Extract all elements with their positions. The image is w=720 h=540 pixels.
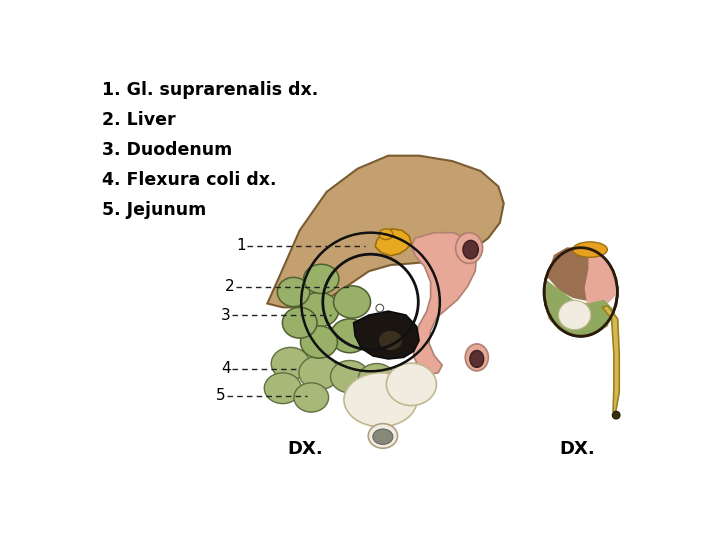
Text: DX.: DX. (559, 440, 595, 457)
Polygon shape (603, 306, 619, 414)
Text: 2. Liver: 2. Liver (102, 111, 176, 130)
Ellipse shape (330, 319, 369, 353)
Ellipse shape (264, 373, 301, 403)
Text: 5. Jejunum: 5. Jejunum (102, 201, 206, 219)
Polygon shape (544, 280, 613, 336)
Polygon shape (354, 311, 419, 359)
Text: 3. Duodenum: 3. Duodenum (102, 141, 232, 159)
Ellipse shape (304, 264, 339, 294)
Text: 5: 5 (215, 388, 225, 403)
Ellipse shape (456, 233, 482, 264)
Ellipse shape (300, 326, 338, 358)
Ellipse shape (379, 229, 393, 240)
Ellipse shape (463, 240, 478, 259)
Text: 1. Gl. suprarenalis dx.: 1. Gl. suprarenalis dx. (102, 82, 318, 99)
Ellipse shape (368, 423, 397, 448)
Ellipse shape (465, 344, 488, 371)
Ellipse shape (294, 383, 328, 412)
Polygon shape (375, 229, 411, 256)
Text: 2: 2 (225, 279, 234, 294)
Ellipse shape (373, 429, 393, 444)
Ellipse shape (559, 300, 590, 330)
Ellipse shape (359, 363, 395, 394)
Text: DX.: DX. (287, 440, 323, 457)
Text: 3: 3 (220, 308, 230, 322)
Polygon shape (267, 156, 504, 307)
Ellipse shape (379, 331, 402, 350)
Ellipse shape (282, 307, 317, 338)
Ellipse shape (344, 373, 417, 427)
Text: 4. Flexura coli dx.: 4. Flexura coli dx. (102, 171, 276, 189)
Ellipse shape (387, 363, 436, 406)
Ellipse shape (271, 347, 310, 380)
Text: 1: 1 (236, 238, 246, 253)
Ellipse shape (277, 278, 310, 307)
Text: 4: 4 (221, 361, 230, 376)
Ellipse shape (299, 292, 339, 327)
Ellipse shape (470, 350, 484, 367)
Ellipse shape (572, 242, 607, 257)
Circle shape (376, 304, 384, 312)
Ellipse shape (333, 286, 371, 318)
Polygon shape (585, 249, 616, 309)
Ellipse shape (299, 356, 339, 390)
Polygon shape (547, 247, 616, 301)
Polygon shape (411, 233, 477, 374)
Ellipse shape (330, 361, 369, 393)
Ellipse shape (612, 411, 620, 419)
